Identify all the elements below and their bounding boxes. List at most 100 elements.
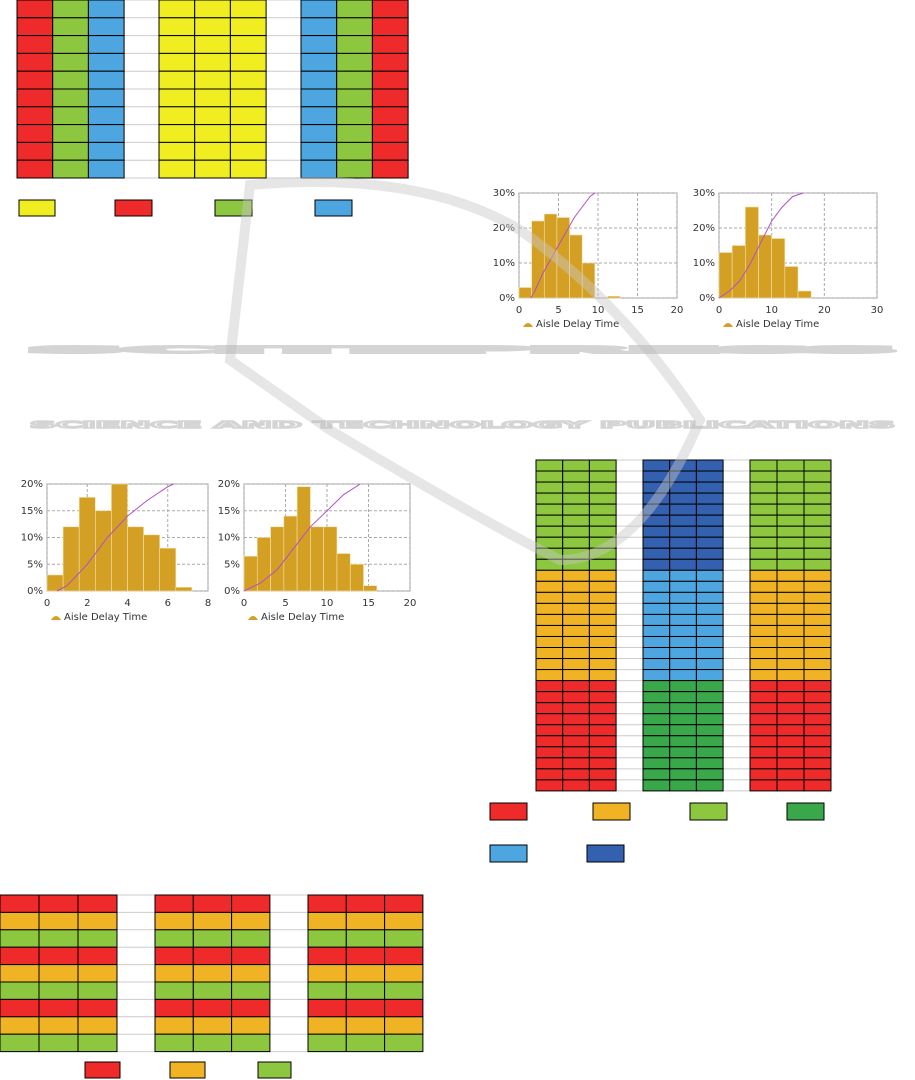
seat bbox=[669, 624, 697, 637]
y-tick-label: 15% bbox=[218, 506, 240, 517]
seat bbox=[87, 52, 125, 72]
seat bbox=[38, 894, 79, 913]
seat bbox=[776, 624, 805, 637]
seat bbox=[371, 124, 409, 143]
y-tick-label: 20% bbox=[218, 479, 240, 490]
seat bbox=[695, 691, 724, 704]
seat bbox=[229, 0, 267, 19]
seat bbox=[535, 602, 564, 615]
bar bbox=[784, 266, 799, 299]
seat bbox=[776, 691, 805, 704]
legend-swatch bbox=[169, 1061, 206, 1079]
seat bbox=[562, 624, 590, 637]
seat bbox=[562, 613, 590, 626]
seat bbox=[345, 911, 386, 931]
seat bbox=[669, 613, 697, 626]
seat bbox=[154, 981, 194, 1000]
y-tick-label: 5% bbox=[27, 559, 43, 570]
seat bbox=[371, 88, 409, 108]
seat bbox=[695, 768, 724, 781]
legend-label: Aisle Delay Time bbox=[536, 319, 619, 330]
seat bbox=[642, 580, 671, 593]
seat bbox=[776, 481, 805, 494]
seat bbox=[535, 503, 564, 516]
seat bbox=[776, 768, 805, 781]
seat bbox=[695, 735, 724, 748]
seat bbox=[535, 525, 564, 538]
seat bbox=[642, 624, 671, 637]
seat bbox=[588, 514, 617, 527]
seat bbox=[87, 141, 125, 161]
seat bbox=[345, 894, 386, 913]
seat bbox=[695, 624, 724, 637]
seat bbox=[371, 17, 409, 37]
seat bbox=[336, 141, 373, 161]
seat bbox=[749, 768, 778, 781]
seat bbox=[535, 514, 564, 527]
seat bbox=[345, 929, 386, 948]
seat bbox=[803, 569, 832, 582]
bar bbox=[143, 534, 161, 592]
seat bbox=[803, 680, 832, 693]
seat bbox=[194, 88, 231, 108]
y-tick-label: 0% bbox=[224, 586, 240, 597]
seat bbox=[16, 141, 54, 161]
seat bbox=[52, 52, 89, 72]
seat bbox=[588, 635, 617, 649]
seat bbox=[336, 35, 373, 54]
x-tick-label: 10 bbox=[765, 305, 778, 316]
seat bbox=[642, 602, 671, 615]
y-tick-label: 0% bbox=[27, 586, 43, 597]
seat bbox=[642, 525, 671, 538]
seat bbox=[695, 702, 724, 715]
seat bbox=[695, 503, 724, 516]
seat bbox=[77, 981, 118, 1000]
seat bbox=[0, 981, 40, 1000]
seat-legends bbox=[18, 199, 825, 1079]
bar bbox=[363, 585, 378, 592]
seat bbox=[77, 1016, 118, 1035]
seat bbox=[776, 713, 805, 726]
seat bbox=[535, 470, 564, 483]
seat bbox=[535, 613, 564, 626]
seat bbox=[776, 503, 805, 516]
legend-label: Aisle Delay Time bbox=[64, 612, 147, 623]
legend-label: Aisle Delay Time bbox=[261, 612, 344, 623]
seat bbox=[749, 613, 778, 626]
seat bbox=[0, 929, 40, 948]
seat bbox=[16, 159, 54, 179]
bar bbox=[336, 553, 351, 592]
seat bbox=[803, 503, 832, 516]
seat bbox=[87, 106, 125, 126]
bar bbox=[718, 252, 733, 299]
seat bbox=[38, 1033, 79, 1053]
seat bbox=[384, 929, 424, 948]
seat bbox=[749, 470, 778, 483]
seat bbox=[0, 894, 40, 913]
seat bbox=[562, 470, 590, 483]
seat bbox=[154, 1033, 194, 1053]
seat bbox=[87, 159, 125, 179]
seat bbox=[695, 724, 724, 737]
seat bbox=[803, 613, 832, 626]
watermark-title: SCITEPRESS bbox=[30, 345, 895, 356]
seat bbox=[695, 492, 724, 505]
seat bbox=[669, 713, 697, 726]
seat bbox=[803, 669, 832, 682]
seat bbox=[307, 1033, 347, 1053]
seat bbox=[371, 52, 409, 72]
seat bbox=[588, 691, 617, 704]
seat bbox=[77, 964, 118, 983]
seat bbox=[803, 691, 832, 704]
seat bbox=[642, 547, 671, 560]
seat bbox=[300, 35, 338, 54]
seat bbox=[695, 680, 724, 693]
seat bbox=[38, 946, 79, 966]
seat bbox=[535, 713, 564, 726]
seat bbox=[803, 757, 832, 770]
seat bbox=[776, 635, 805, 649]
seat bbox=[535, 580, 564, 593]
x-tick-label: 0 bbox=[241, 598, 247, 609]
